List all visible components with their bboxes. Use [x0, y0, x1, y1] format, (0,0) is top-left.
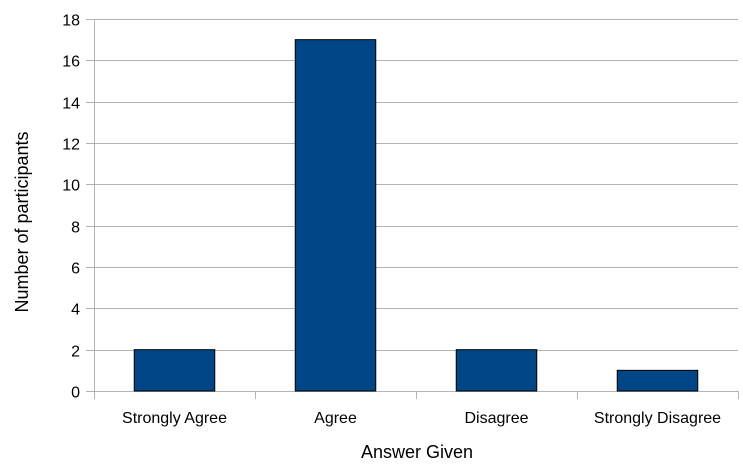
bar-strongly-agree: [133, 349, 216, 392]
y-tick-label: 2: [71, 344, 80, 361]
x-axis-title: Answer Given: [361, 442, 473, 462]
y-tick-label: 4: [71, 302, 80, 319]
y-tick-label: 8: [71, 220, 80, 237]
y-tick-label: 6: [71, 261, 80, 278]
y-tick-label: 0: [71, 385, 80, 402]
tick-labels: 0 2 4 6 8 10 12 14 16 18 Strongly Agree Agree Disagr…: [62, 13, 721, 428]
y-axis-title: Number of participants: [12, 131, 32, 312]
y-tick-label: 18: [62, 13, 80, 30]
axes: [86, 19, 739, 399]
y-tick-label: 14: [62, 96, 80, 113]
x-tick-label: Strongly Agree: [122, 410, 227, 427]
x-tick-label: Strongly Disagree: [594, 410, 721, 427]
x-tick-label: Agree: [314, 410, 357, 427]
y-tick-label: 10: [62, 178, 80, 195]
bar-agree: [294, 39, 377, 392]
bar-strongly-disagree: [616, 369, 699, 392]
y-tick-label: 16: [62, 54, 80, 71]
gridlines: [94, 19, 738, 392]
bar-disagree: [455, 349, 538, 392]
x-tick-label: Disagree: [464, 410, 528, 427]
bars: [133, 39, 699, 392]
y-tick-label: 12: [62, 137, 80, 154]
